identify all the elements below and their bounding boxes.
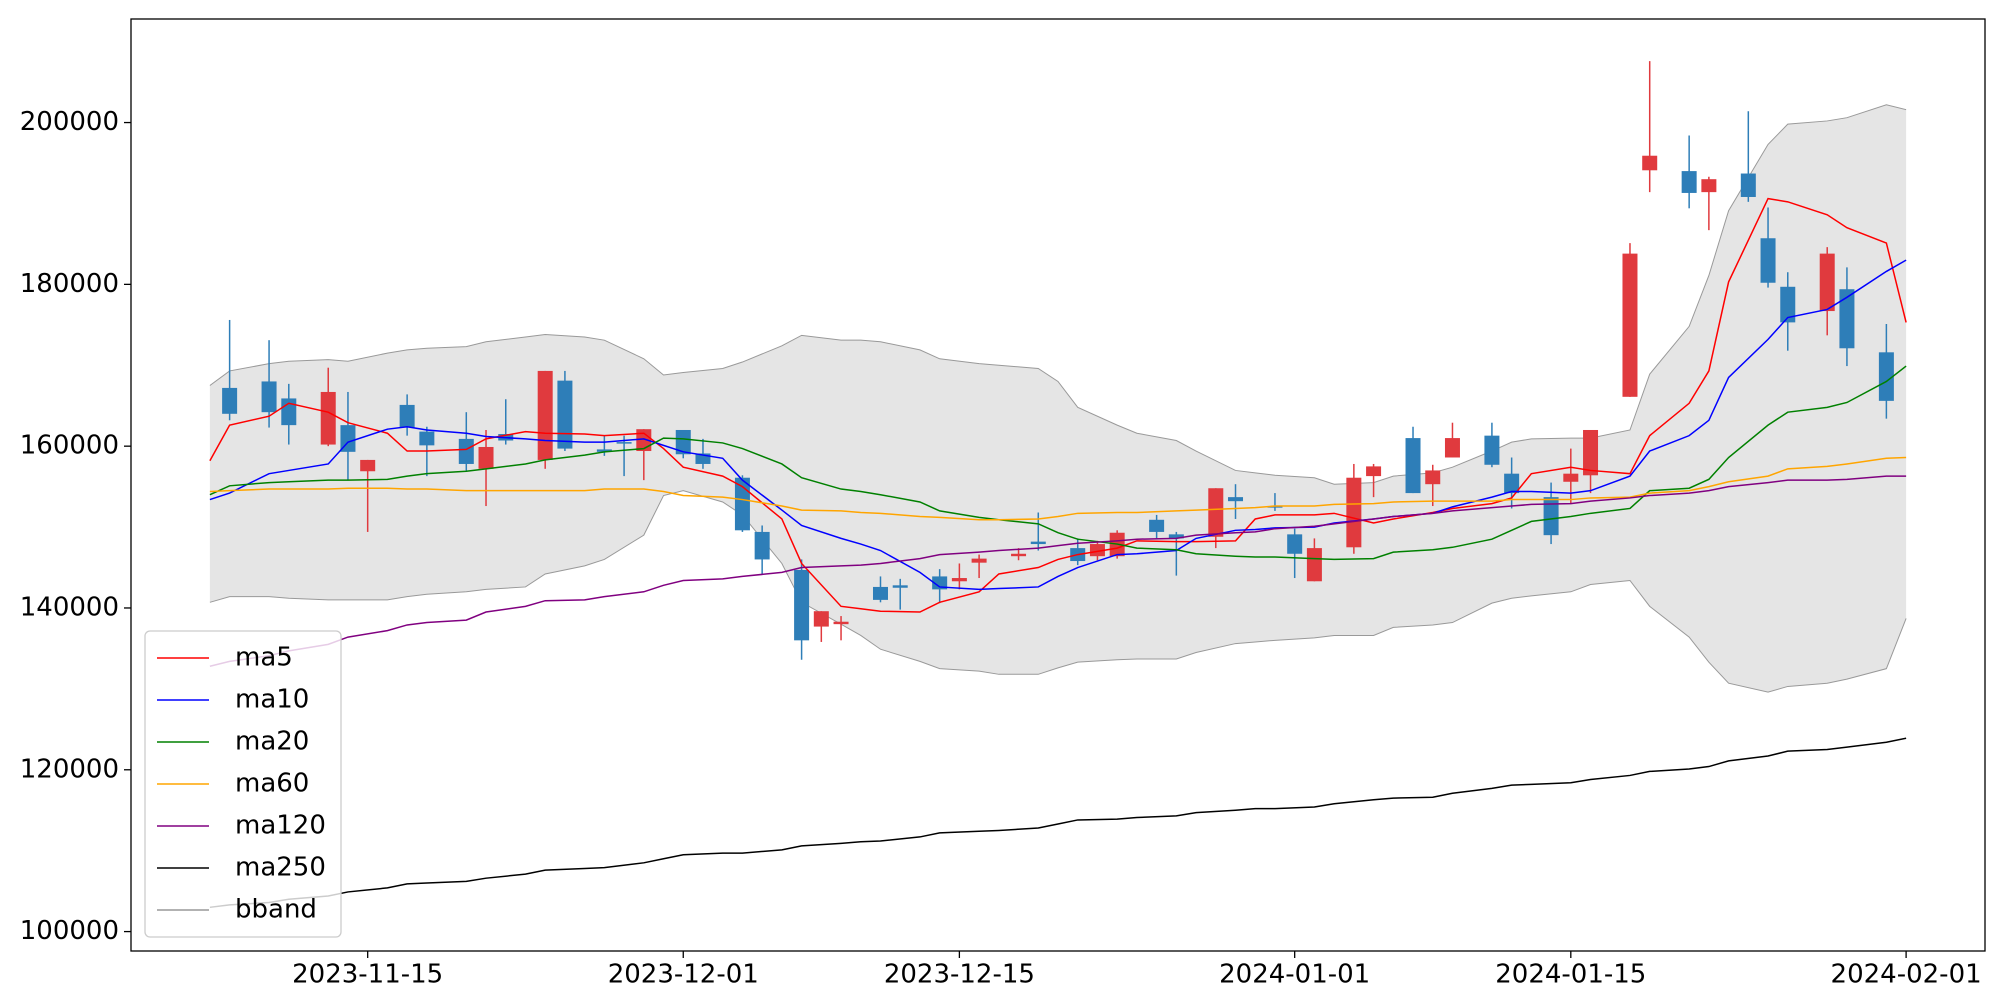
candle-body — [794, 569, 810, 641]
candle-body — [813, 611, 829, 627]
candle-body — [754, 531, 770, 560]
candle-body — [951, 578, 967, 582]
legend-box — [144, 630, 342, 938]
y-tick-label: 200000 — [20, 107, 119, 137]
candle-body — [1740, 173, 1756, 197]
legend-label: ma120 — [235, 811, 326, 841]
candle-body — [1839, 289, 1855, 349]
candle-body — [1819, 253, 1835, 312]
ma-line — [209, 259, 1907, 591]
ma-line — [209, 456, 1907, 521]
candle-body — [419, 431, 435, 446]
y-tick-label: 140000 — [20, 592, 119, 622]
legend-label: ma250 — [235, 853, 326, 883]
x-tick-label: 2024-02-01 — [1831, 960, 1982, 990]
x-tick-label: 2023-12-15 — [884, 960, 1035, 990]
candle-body — [734, 477, 750, 531]
candle-body — [1149, 519, 1165, 532]
ma-line — [209, 197, 1907, 613]
candle-body — [1504, 473, 1520, 494]
candle-body — [872, 586, 888, 600]
candle-body — [932, 576, 948, 590]
candle-body — [222, 387, 238, 414]
legend-label: ma5 — [235, 643, 293, 673]
legend-label: ma10 — [235, 685, 309, 715]
band-edge — [209, 104, 1907, 485]
candle-body — [1701, 179, 1717, 193]
candle-body — [1168, 534, 1184, 539]
candle-body — [1366, 466, 1382, 477]
candle-body — [1011, 553, 1027, 557]
candle-body — [1563, 473, 1579, 482]
candle-body — [1306, 548, 1322, 582]
candle-body — [478, 446, 494, 469]
candle-body — [320, 391, 336, 445]
candle-body — [1642, 155, 1658, 171]
legend: ma5 ma10 ma20 ma60 ma120 ma250 bband — [144, 630, 342, 938]
candle-body — [675, 429, 691, 455]
candle-body — [360, 459, 376, 472]
candle-body — [1346, 477, 1362, 548]
candle-body — [1208, 488, 1224, 537]
y-tick-label: 160000 — [20, 431, 119, 461]
x-tick-label: 2024-01-15 — [1495, 960, 1646, 990]
ma-line — [209, 737, 1907, 909]
candle-body — [833, 621, 849, 625]
candle-body — [1543, 497, 1559, 536]
candle-body — [1030, 541, 1046, 545]
candle-body — [892, 585, 908, 588]
x-tick-label: 2024-01-01 — [1219, 960, 1370, 990]
candle-body — [1484, 435, 1500, 465]
candle-body — [1089, 544, 1105, 557]
candle-body — [1760, 238, 1776, 283]
candle-body — [1583, 429, 1599, 476]
y-tick-label: 100000 — [20, 916, 119, 946]
x-tick-label: 2023-11-15 — [292, 960, 443, 990]
candle-body — [399, 404, 415, 428]
ma-line — [209, 365, 1907, 561]
candle-body — [695, 453, 711, 464]
candle-body — [1425, 470, 1441, 485]
candle-body — [616, 442, 632, 444]
legend-label: ma60 — [235, 769, 309, 799]
plot-frame — [130, 18, 1986, 952]
band-area — [209, 104, 1907, 693]
candle-body — [557, 380, 573, 449]
candle-body — [971, 558, 987, 563]
candle-body — [1622, 253, 1638, 397]
candle-body — [537, 370, 553, 460]
legend-label: bband — [235, 895, 317, 925]
candle-body — [1444, 438, 1460, 458]
candle-body — [636, 429, 652, 452]
candle-body — [1681, 171, 1697, 193]
candle-body — [340, 425, 356, 452]
candle-body — [281, 398, 297, 426]
candle-body — [596, 449, 612, 452]
band-edge — [209, 490, 1907, 693]
candle-body — [1228, 497, 1244, 502]
candle-body — [1267, 506, 1283, 508]
y-tick-label: 120000 — [20, 754, 119, 784]
candle-body — [458, 438, 474, 464]
y-tick-label: 180000 — [20, 269, 119, 299]
ma-line — [209, 475, 1907, 667]
candle-body — [1405, 438, 1421, 494]
legend-label: ma20 — [235, 727, 309, 757]
candle-body — [261, 381, 277, 413]
x-tick-label: 2023-12-01 — [608, 960, 759, 990]
candle-body — [1780, 286, 1796, 323]
candle-body — [1287, 534, 1303, 554]
candle-body — [1878, 352, 1894, 401]
